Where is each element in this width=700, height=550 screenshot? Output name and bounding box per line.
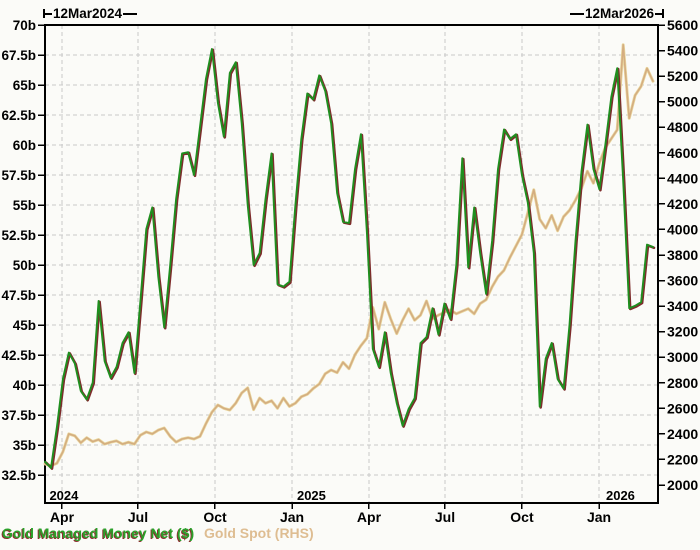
left-axis-label: 52.5b — [1, 228, 36, 243]
right-axis-label: 3800 — [667, 247, 698, 263]
range-start-dash — [45, 12, 52, 15]
range-end-date: 12Mar2026 — [584, 6, 654, 21]
x-axis-month-label: Oct — [510, 509, 534, 525]
right-axis-label: 5400 — [667, 43, 698, 59]
right-axis-label: 2200 — [667, 451, 698, 467]
x-axis-month-label: Jul — [128, 509, 148, 525]
left-axis-label: 35b — [13, 438, 36, 453]
range-start-trailing-dash — [123, 12, 138, 15]
legend: Gold Managed Money Net ($) Gold Spot (RH… — [2, 525, 320, 541]
left-axis-label: 60b — [13, 138, 36, 153]
x-axis-month-label: Apr — [50, 509, 75, 525]
gold-spot-line-halo — [43, 43, 655, 468]
right-axis-label: 4200 — [667, 196, 698, 212]
range-end-label: 12Mar2026 — [569, 6, 664, 21]
right-axis-label: 2400 — [667, 426, 698, 442]
range-start-label: 12Mar2024 — [43, 6, 138, 21]
right-axis-label: 3400 — [667, 298, 698, 314]
right-axis-label: 2600 — [667, 400, 698, 416]
legend-gold-managed-money-net: Gold Managed Money Net ($) — [2, 525, 195, 541]
right-axis-label: 5600 — [667, 17, 698, 33]
range-end-leading-dash — [569, 12, 584, 15]
x-axis-month-label: Apr — [357, 509, 382, 525]
right-axis-label: 3000 — [667, 349, 698, 365]
right-axis-label: 3200 — [667, 324, 698, 340]
range-end-dash — [655, 12, 662, 15]
right-axis-label: 3600 — [667, 273, 698, 289]
managed-money-line — [44, 48, 654, 469]
left-axis-label: 32.5b — [1, 468, 36, 483]
range-start-date: 12Mar2024 — [53, 6, 123, 21]
legend-gold-spot: Gold Spot (RHS) — [204, 525, 314, 541]
right-axis-label: 2000 — [667, 477, 698, 493]
range-start-tick — [43, 9, 45, 18]
x-axis-month-label: Jan — [587, 509, 611, 525]
x-axis-year-label: 2026 — [606, 488, 635, 503]
gold-spot-line — [44, 43, 654, 467]
left-axis-label: 47.5b — [1, 288, 36, 303]
left-axis-label: 37.5b — [1, 408, 36, 423]
left-axis-label: 50b — [13, 258, 36, 273]
x-axis-year-label: 2024 — [49, 488, 79, 503]
range-end-tick — [662, 9, 664, 18]
left-axis-label: 55b — [13, 198, 36, 213]
left-axis-label: 40b — [13, 378, 36, 393]
x-axis-year-label: 2025 — [297, 488, 326, 503]
left-axis-label: 45b — [13, 318, 36, 333]
plot-frame — [44, 24, 659, 504]
managed-money-line-edge — [44, 48, 656, 470]
right-axis-label: 2800 — [667, 375, 698, 391]
right-axis-label: 4600 — [667, 145, 698, 161]
x-axis-month-label: Oct — [203, 509, 227, 525]
left-axis-label: 67.5b — [1, 48, 36, 63]
left-axis-label: 65b — [13, 78, 36, 93]
right-axis-label: 4000 — [667, 221, 698, 237]
left-axis-label: 62.5b — [1, 108, 36, 123]
left-axis-label: 57.5b — [1, 168, 36, 183]
right-axis-label: 4800 — [667, 119, 698, 135]
right-axis-label: 5200 — [667, 68, 698, 84]
left-axis-label: 70b — [13, 18, 36, 33]
x-axis-month-label: Jul — [435, 509, 455, 525]
left-axis-label: 42.5b — [1, 348, 36, 363]
x-axis-month-label: Jan — [280, 509, 304, 525]
right-axis-label: 5000 — [667, 94, 698, 110]
right-axis-label: 4400 — [667, 170, 698, 186]
